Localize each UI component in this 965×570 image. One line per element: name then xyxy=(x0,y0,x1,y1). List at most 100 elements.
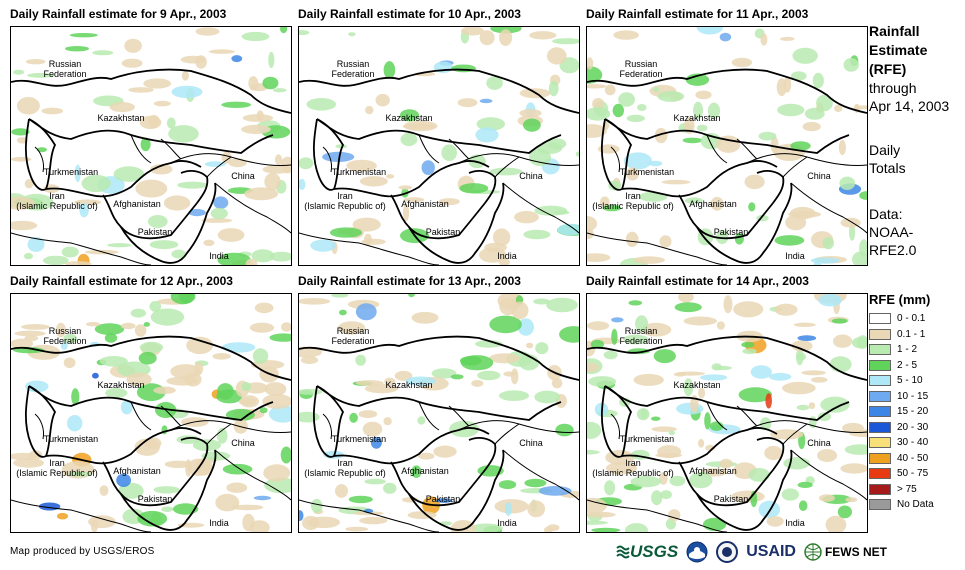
rainfall-patch xyxy=(649,160,663,167)
rainfall-patch xyxy=(590,339,604,349)
map-canvas xyxy=(11,294,291,532)
rainfall-patch xyxy=(299,388,323,395)
rainfall-patch xyxy=(641,322,672,337)
country-label-china: China xyxy=(519,171,543,181)
country-label-turkmenistan: Turkmenistan xyxy=(619,434,675,444)
rainfall-patch xyxy=(489,315,522,334)
rainfall-patch xyxy=(801,370,826,376)
rainfall-patch xyxy=(134,324,147,337)
rainfall-patch xyxy=(143,78,172,89)
rainfall-patch xyxy=(221,342,256,353)
rainfall-patch xyxy=(346,159,377,172)
rainfall-patch xyxy=(104,333,118,343)
rainfall-patch xyxy=(405,376,436,386)
panel-title: Daily Rainfall estimate for 10 Apr., 200… xyxy=(298,7,521,21)
rainfall-patch xyxy=(194,361,204,376)
rainfall-patch xyxy=(398,185,412,190)
rainfall-patch xyxy=(719,458,733,469)
rainfall-patch xyxy=(479,30,495,46)
rainfall-patch xyxy=(651,490,663,506)
rainfall-patch xyxy=(748,468,771,482)
usaid-text: USAID xyxy=(746,543,796,560)
rainfall-patch xyxy=(13,69,25,75)
rainfall-patch xyxy=(262,165,291,174)
rainfall-patch xyxy=(758,500,781,519)
map-panel: Daily Rainfall estimate for 10 Apr., 200… xyxy=(298,7,580,266)
legend-item: No Data xyxy=(869,497,965,513)
rainfall-patch xyxy=(359,516,388,525)
rainfall-patch xyxy=(11,128,30,136)
rainfall-patch xyxy=(637,104,647,111)
rainfall-patch xyxy=(140,137,151,152)
rainfall-patch xyxy=(399,109,420,122)
country-border xyxy=(746,153,867,166)
rainfall-patch xyxy=(669,475,686,487)
rainfall-patch xyxy=(24,252,33,260)
rainfall-patch xyxy=(348,32,356,37)
country-label-pakistan: Pakistan xyxy=(137,227,173,237)
rainfall-patch xyxy=(256,110,264,121)
rainfall-map: Russian Federation Kazakhstan Turkmenistan… xyxy=(298,293,580,533)
country-label-turkmenistan: Turkmenistan xyxy=(43,167,99,177)
rainfall-patch xyxy=(838,139,846,156)
rainfall-patch xyxy=(269,251,291,262)
rainfall-patch xyxy=(766,516,784,527)
country-border xyxy=(322,413,332,440)
map-panel: Daily Rainfall estimate for 9 Apr., 2003… xyxy=(10,7,292,266)
rainfall-map: Russian Federation Kazakhstan Turkmenistan… xyxy=(586,293,868,533)
rainfall-patch xyxy=(306,98,337,111)
rainfall-patch xyxy=(535,342,549,355)
rainfall-patch xyxy=(713,365,732,371)
rainfall-patch xyxy=(514,210,539,224)
rainfall-patch xyxy=(186,336,214,355)
rainfall-patch xyxy=(417,416,426,425)
rainfall-patch xyxy=(810,257,840,264)
rainfall-patch xyxy=(109,102,135,113)
rainfall-patch xyxy=(503,371,517,377)
rainfall-patch xyxy=(460,355,494,371)
rainfall-patch xyxy=(777,103,805,117)
rainfall-patch xyxy=(816,94,833,112)
rainfall-patch xyxy=(153,100,171,107)
country-border xyxy=(11,232,152,265)
rainfall-patch xyxy=(60,341,68,350)
rainfall-patch xyxy=(81,174,111,193)
rainfall-patch xyxy=(13,458,45,468)
rainfall-patch xyxy=(299,346,323,358)
country-label-turkmenistan: Turkmenistan xyxy=(43,434,99,444)
rainfall-patch xyxy=(264,172,281,191)
rainfall-patch xyxy=(831,318,848,324)
rainfall-patch xyxy=(99,485,109,496)
rainfall-patch xyxy=(760,33,768,46)
rainfall-patch xyxy=(143,322,150,327)
legend-label: 10 - 15 xyxy=(897,390,929,402)
rainfall-patch xyxy=(370,436,382,449)
rainfall-patch xyxy=(829,356,852,373)
legend-swatch xyxy=(869,452,891,464)
map-credit: Map produced by USGS/EROS xyxy=(10,546,155,557)
rainfall-patch xyxy=(856,335,867,349)
rainfall-patch xyxy=(555,423,574,437)
rainfall-patch xyxy=(124,38,142,53)
country-border xyxy=(790,449,867,501)
rainfall-patch xyxy=(770,429,804,440)
legend-item: 0.1 - 1 xyxy=(869,327,965,343)
rainfall-patch xyxy=(64,261,92,265)
country-border xyxy=(610,146,620,173)
rainfall-patch xyxy=(92,50,114,56)
rainfall-patch xyxy=(150,164,173,175)
rainfall-patch xyxy=(262,393,291,409)
rainfall-patch xyxy=(498,480,517,490)
rainfall-patch xyxy=(849,224,856,241)
country-border xyxy=(316,385,562,421)
rainfall-patch xyxy=(780,36,795,41)
rainfall-patch xyxy=(742,348,757,355)
rainfall-patch xyxy=(479,98,493,104)
country-label-russia: Russian Federation xyxy=(331,59,375,79)
rainfall-patch xyxy=(201,218,233,223)
rainfall-patch xyxy=(79,202,89,218)
rainfall-patch xyxy=(384,377,396,386)
rainfall-patch xyxy=(524,478,547,488)
rainfall-patch xyxy=(668,509,681,522)
rainfall-patch xyxy=(486,76,503,90)
